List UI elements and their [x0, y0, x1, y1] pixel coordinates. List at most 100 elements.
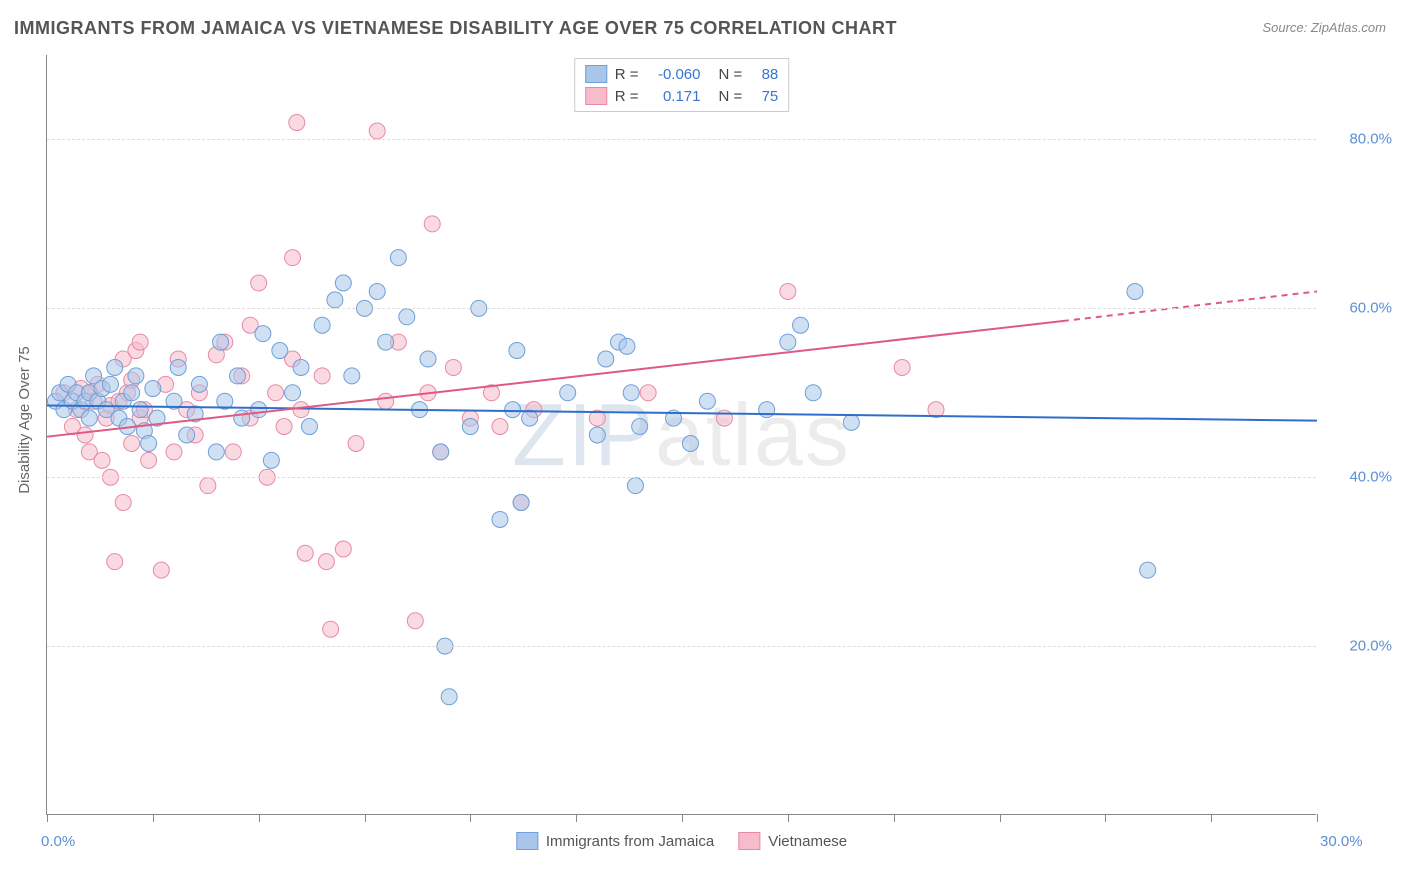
data-point	[522, 410, 538, 426]
chart-container: IMMIGRANTS FROM JAMAICA VS VIETNAMESE DI…	[0, 0, 1406, 892]
gridline	[47, 477, 1316, 478]
legend-swatch	[516, 832, 538, 850]
data-point	[225, 444, 241, 460]
x-tick	[1000, 814, 1001, 822]
data-point	[285, 250, 301, 266]
y-axis-label: Disability Age Over 75	[16, 346, 33, 494]
chart-title: IMMIGRANTS FROM JAMAICA VS VIETNAMESE DI…	[14, 18, 897, 39]
data-point	[293, 359, 309, 375]
legend-r-label: R =	[615, 66, 639, 83]
data-point	[107, 359, 123, 375]
plot-area: ZIPatlas R =-0.060N =88R =0.171N =75 Imm…	[46, 55, 1316, 815]
data-point	[179, 427, 195, 443]
y-tick-label: 40.0%	[1322, 469, 1392, 486]
data-point	[399, 309, 415, 325]
data-point	[166, 444, 182, 460]
legend-swatch	[585, 65, 607, 83]
data-point	[1127, 283, 1143, 299]
data-point	[640, 385, 656, 401]
data-point	[191, 376, 207, 392]
x-tick	[1211, 814, 1212, 822]
data-point	[103, 376, 119, 392]
data-point	[492, 419, 508, 435]
x-tick	[47, 814, 48, 822]
data-point	[115, 495, 131, 511]
data-point	[335, 275, 351, 291]
x-tick	[470, 814, 471, 822]
data-point	[598, 351, 614, 367]
legend-n-value: 75	[750, 88, 778, 105]
data-point	[327, 292, 343, 308]
x-max-label: 30.0%	[1320, 833, 1406, 850]
x-tick	[576, 814, 577, 822]
data-point	[433, 444, 449, 460]
data-point	[94, 452, 110, 468]
x-tick	[788, 814, 789, 822]
legend-r-value: 0.171	[647, 88, 701, 105]
data-point	[348, 435, 364, 451]
data-point	[213, 334, 229, 350]
gridline	[47, 646, 1316, 647]
y-tick-label: 60.0%	[1322, 300, 1392, 317]
legend-n-label: N =	[719, 66, 743, 83]
legend-swatch	[585, 87, 607, 105]
data-point	[124, 385, 140, 401]
data-point	[141, 435, 157, 451]
x-tick	[259, 814, 260, 822]
legend-series-item: Immigrants from Jamaica	[516, 832, 714, 850]
data-point	[462, 419, 478, 435]
data-point	[276, 419, 292, 435]
x-tick	[153, 814, 154, 822]
x-tick	[682, 814, 683, 822]
trend-line-extrapolated	[1063, 291, 1317, 321]
data-point	[132, 402, 148, 418]
data-point	[301, 419, 317, 435]
source-attribution: Source: ZipAtlas.com	[1262, 20, 1386, 35]
chart-svg	[47, 55, 1316, 814]
data-point	[263, 452, 279, 468]
data-point	[632, 419, 648, 435]
data-point	[843, 414, 859, 430]
data-point	[759, 402, 775, 418]
source-name: ZipAtlas.com	[1311, 20, 1386, 35]
data-point	[492, 511, 508, 527]
data-point	[268, 385, 284, 401]
data-point	[441, 689, 457, 705]
legend-r-label: R =	[615, 88, 639, 105]
data-point	[141, 452, 157, 468]
data-point	[619, 338, 635, 354]
x-tick	[1105, 814, 1106, 822]
data-point	[200, 478, 216, 494]
data-point	[77, 427, 93, 443]
data-point	[255, 326, 271, 342]
data-point	[793, 317, 809, 333]
gridline	[47, 139, 1316, 140]
x-min-label: 0.0%	[41, 833, 75, 850]
data-point	[81, 410, 97, 426]
data-point	[369, 123, 385, 139]
legend-series-label: Vietnamese	[768, 833, 847, 850]
legend-swatch	[738, 832, 760, 850]
data-point	[124, 435, 140, 451]
data-point	[297, 545, 313, 561]
data-point	[390, 250, 406, 266]
data-point	[251, 275, 267, 291]
data-point	[145, 381, 161, 397]
data-point	[1140, 562, 1156, 578]
data-point	[293, 402, 309, 418]
data-point	[285, 385, 301, 401]
data-point	[894, 359, 910, 375]
data-point	[289, 115, 305, 131]
legend-stat-row: R = 0.171 N = 75	[585, 85, 779, 107]
data-point	[153, 562, 169, 578]
data-point	[251, 402, 267, 418]
data-point	[699, 393, 715, 409]
legend-n-label: N =	[719, 88, 743, 105]
data-point	[272, 343, 288, 359]
data-point	[378, 334, 394, 350]
data-point	[132, 334, 148, 350]
x-tick	[365, 814, 366, 822]
data-point	[589, 427, 605, 443]
data-point	[445, 359, 461, 375]
data-point	[208, 444, 224, 460]
